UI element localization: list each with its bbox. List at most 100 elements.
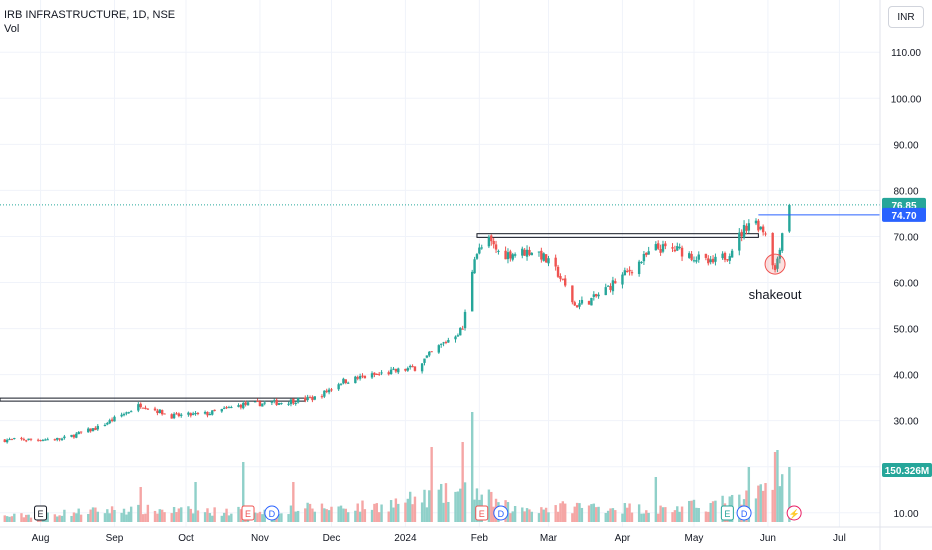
candle-body	[108, 420, 111, 424]
candle-body	[540, 250, 543, 260]
volume-bar	[194, 482, 197, 522]
volume-bar	[56, 516, 59, 522]
volume-bar	[525, 508, 529, 522]
price-axis[interactable]: 10.0020.0030.0040.0050.0060.0070.0080.00…	[879, 0, 932, 550]
candle-body	[280, 403, 283, 405]
candle-body	[637, 261, 641, 275]
volume-bar	[757, 485, 760, 522]
candle-body	[408, 365, 412, 368]
volume-bar	[537, 513, 541, 522]
event-marker-label[interactable]: E	[479, 509, 485, 519]
candle-body	[614, 281, 617, 284]
candle-body	[707, 258, 710, 264]
volume-bar	[544, 507, 548, 522]
candle-body	[470, 271, 474, 312]
candle-body	[110, 419, 114, 421]
candle-body	[530, 252, 534, 256]
volume-bar	[614, 510, 617, 522]
candle-body	[292, 398, 295, 404]
volume-bar	[392, 507, 395, 522]
candle-body	[404, 368, 407, 371]
volume-bar	[213, 507, 216, 522]
candle-body	[711, 258, 715, 263]
candle-body	[590, 297, 593, 306]
event-marker-label[interactable]: D	[269, 509, 276, 519]
event-marker-label[interactable]: E	[245, 509, 251, 519]
candlesticks	[3, 203, 791, 444]
candle-body	[273, 400, 276, 402]
volume-bar	[676, 506, 679, 522]
volume-bar	[778, 486, 782, 522]
volume-bar	[91, 507, 95, 522]
candle-body	[764, 233, 767, 235]
volume-bar	[714, 500, 717, 522]
volume-bar	[27, 514, 30, 522]
candle-body	[320, 396, 324, 398]
volume-bar	[296, 510, 300, 522]
volume-value-bg	[882, 463, 932, 477]
volume-bar	[523, 511, 526, 522]
event-markers[interactable]: E E D E D E D ⚡	[34, 505, 802, 521]
volume-bar	[113, 509, 116, 522]
candle-body	[263, 402, 266, 404]
volume-bar	[542, 509, 545, 522]
volume-bar	[640, 513, 643, 522]
candle-body	[342, 378, 345, 384]
y-tick-label: 60.00	[893, 279, 918, 290]
volume-bar	[695, 507, 698, 522]
volume-bar	[664, 507, 667, 522]
candle-body	[208, 413, 212, 416]
volume-bar	[711, 501, 715, 522]
event-marker-label[interactable]: E	[38, 509, 44, 519]
candle-body	[13, 438, 16, 440]
candle-body	[72, 434, 76, 438]
candle-body	[392, 368, 395, 370]
candle-body	[8, 439, 11, 441]
volume-bar	[180, 507, 183, 522]
event-marker-label[interactable]: ⚡	[789, 508, 800, 520]
volume-bar	[764, 483, 767, 522]
candle-body	[22, 439, 26, 441]
volume-bar	[647, 512, 650, 522]
candle-body	[144, 407, 147, 409]
volume-bar	[377, 512, 381, 522]
volume-bar	[771, 489, 774, 522]
candle-body	[609, 285, 612, 290]
event-marker-label[interactable]: E	[724, 509, 730, 519]
volume-bar	[261, 514, 264, 522]
volume-legend[interactable]: Vol	[4, 23, 20, 35]
candle-body	[640, 261, 643, 263]
candle-body	[726, 259, 729, 261]
candle-body	[141, 407, 145, 409]
event-marker-label[interactable]: D	[741, 509, 748, 519]
candle-body	[523, 249, 526, 256]
candle-body	[714, 256, 717, 262]
candle-body	[337, 384, 340, 390]
level-price-label-bg	[882, 207, 926, 222]
candle-body	[442, 342, 445, 344]
event-marker-label[interactable]: D	[498, 509, 505, 519]
volume-bar	[160, 509, 164, 522]
volume-bar	[327, 510, 331, 522]
candle-body	[246, 402, 250, 406]
volume-bar	[447, 501, 450, 522]
volume-bar	[258, 511, 262, 522]
volume-bar	[22, 517, 26, 522]
volume-bar	[289, 505, 293, 522]
volume-bar	[511, 511, 514, 522]
symbol-title[interactable]: IRB INFRASTRUCTURE, 1D, NSE	[4, 9, 176, 21]
volume-bar	[120, 512, 123, 522]
candle-body	[439, 343, 443, 345]
x-tick-label: Sep	[106, 533, 124, 544]
candle-body	[695, 260, 698, 262]
volume-bar	[747, 467, 751, 522]
candle-body	[244, 402, 247, 405]
volume-bar	[456, 491, 460, 522]
volume-bar	[611, 508, 615, 522]
volume-bar	[323, 508, 326, 522]
currency-button[interactable]: INR	[888, 6, 924, 28]
candle-body	[587, 301, 591, 305]
time-axis[interactable]: Aug Sep Oct Nov Dec 2024 Feb Mar Apr May Jun Jul	[0, 526, 932, 544]
candle-body	[122, 414, 126, 416]
